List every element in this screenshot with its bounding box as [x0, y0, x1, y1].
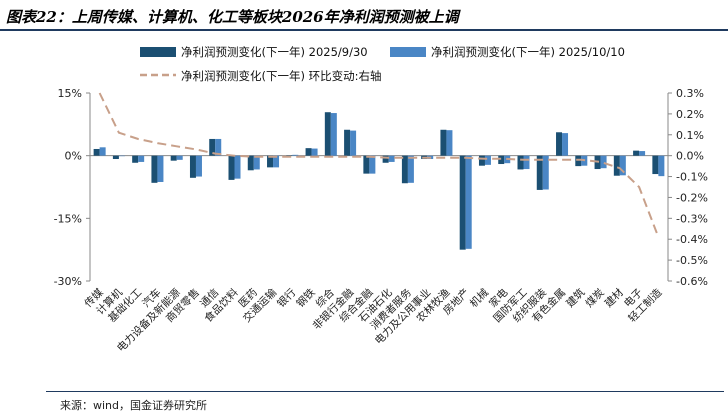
bar-series1: [267, 155, 274, 168]
bar-series2: [658, 155, 665, 177]
legend-label-series3: 净利润预测变化(下一年) 环比变动:右轴: [181, 69, 382, 83]
bar-series2: [195, 155, 202, 177]
bar-series2: [234, 155, 241, 179]
bar-series2: [99, 147, 106, 156]
y-tick-label-right: 0.2%: [676, 108, 704, 121]
legend-label-series1: 净利润预测变化(下一年) 2025/9/30: [181, 45, 368, 59]
bar-series2: [388, 155, 395, 162]
bar-series1: [633, 150, 640, 156]
bar-series2: [138, 155, 145, 162]
y-tick-label-right: 0.1%: [676, 129, 704, 142]
bar-series2: [273, 155, 280, 168]
y-tick-label-right: -0.5%: [676, 254, 708, 267]
x-tick-label: 银行: [274, 286, 298, 310]
x-tick-label: 机械: [467, 286, 491, 310]
bar-series1: [209, 138, 216, 156]
x-tick-label: 煤炭: [583, 286, 607, 310]
bar-series1: [363, 155, 370, 174]
bar-series2: [619, 155, 626, 176]
bar-series2: [176, 155, 183, 160]
y-tick-label-right: -0.1%: [676, 171, 708, 184]
bar-series1: [247, 155, 254, 171]
bar-series1: [286, 155, 293, 156]
bar-series2: [600, 155, 607, 169]
bar-series2: [157, 155, 164, 182]
y-tick-label-right: 0.0%: [676, 150, 704, 163]
bar-series2: [407, 155, 414, 183]
bar-series1: [652, 155, 659, 175]
bar-series1: [228, 155, 235, 180]
bar-series1: [440, 129, 447, 156]
y-tick-label-left: -30%: [54, 275, 82, 288]
bar-series2: [118, 155, 125, 157]
bar-series1: [536, 155, 543, 190]
bar-series2: [639, 151, 646, 156]
y-tick-label-left: 0%: [65, 150, 82, 163]
bar-series1: [189, 155, 196, 178]
bar-series1: [170, 155, 177, 161]
bar-series2: [292, 154, 299, 156]
legend-label-series2: 净利润预测变化(下一年) 2025/10/10: [431, 45, 625, 59]
bar-series1: [575, 155, 582, 167]
series3-line: [98, 92, 660, 238]
y-tick-label-right: -0.4%: [676, 233, 708, 246]
title-rule: [0, 29, 728, 31]
x-tick-label: 建筑: [563, 286, 587, 310]
x-tick-label: 建材: [602, 286, 626, 310]
bar-series2: [562, 133, 569, 156]
bar-series2: [350, 130, 357, 156]
bar-series2: [215, 138, 222, 156]
bar-series1: [613, 155, 620, 176]
bar-series1: [305, 148, 312, 156]
chart: 净利润预测变化(下一年) 2025/9/30 净利润预测变化(下一年) 2025…: [54, 45, 708, 355]
legend-swatch-series1: [140, 47, 176, 57]
bar-series2: [484, 155, 491, 165]
legend-swatch-series2: [390, 47, 426, 57]
y-tick-label-right: 0.3%: [676, 87, 704, 100]
bar-series1: [344, 129, 351, 156]
bar-series1: [556, 132, 563, 156]
bar-series1: [498, 155, 505, 165]
bar-series1: [382, 155, 389, 163]
chart-title: 图表22：上周传媒、计算机、化工等板块2026年净利润预测被上调: [6, 8, 459, 26]
x-tick-label: 钢铁: [294, 286, 318, 310]
y-tick-label-left: 15%: [58, 87, 82, 100]
bar-series1: [112, 155, 119, 160]
bar-series1: [401, 155, 408, 184]
bar-series2: [465, 155, 472, 249]
y-tick-label-left: -15%: [54, 212, 82, 225]
bar-series2: [330, 113, 337, 156]
bar-series1: [324, 112, 331, 156]
bar-series2: [542, 155, 549, 190]
bar-series1: [478, 155, 485, 166]
y-tick-label-right: -0.6%: [676, 275, 708, 288]
bar-series1: [151, 155, 158, 183]
bar-series1: [93, 148, 100, 156]
bar-series2: [446, 130, 453, 156]
bar-series1: [132, 155, 139, 163]
source-note: 来源：wind，国金证券研究所: [60, 399, 208, 412]
y-tick-label-right: -0.2%: [676, 191, 708, 204]
bar-series1: [459, 155, 466, 250]
y-tick-label-right: -0.3%: [676, 212, 708, 225]
bar-series2: [311, 148, 318, 156]
bar-series2: [523, 155, 530, 170]
bar-series2: [253, 155, 260, 170]
footer-rule: [46, 391, 724, 392]
bar-series2: [369, 155, 376, 174]
bar-series1: [517, 155, 524, 170]
